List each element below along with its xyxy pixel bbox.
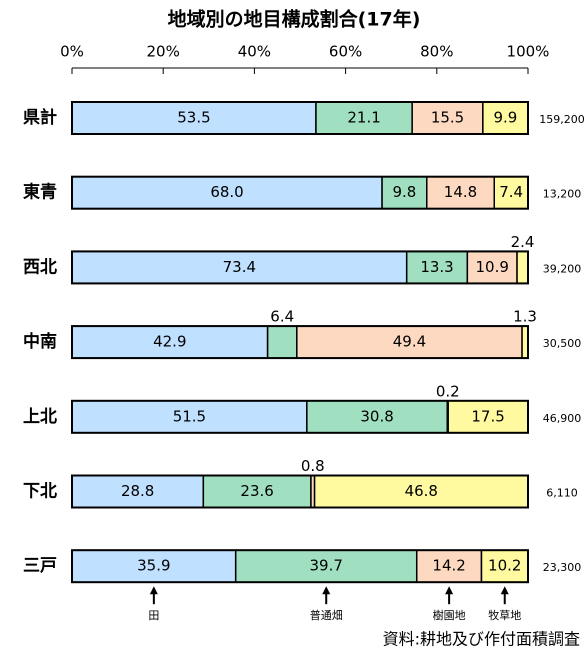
value-label: 6.4: [270, 308, 294, 326]
legend-arrowhead: [149, 586, 158, 595]
bar-outline: [71, 101, 529, 135]
category-label: 中南: [23, 331, 57, 352]
legend-label: 樹園地: [433, 609, 466, 622]
legend-label: 普通畑: [310, 608, 343, 622]
legend-label: 牧草地: [488, 608, 521, 622]
legend-arrowhead: [500, 586, 509, 595]
value-label: 51.5: [173, 407, 206, 425]
bar-outline: [71, 399, 529, 434]
value-label: 17.5: [471, 407, 504, 425]
category-label: 上北: [23, 407, 57, 427]
x-tick-label: 20%: [147, 43, 180, 61]
value-label: 10.9: [476, 258, 509, 276]
value-label: 2.4: [511, 233, 535, 251]
value-label: 10.2: [488, 557, 521, 575]
total-label: 159,200: [539, 113, 585, 126]
source: 資料:耕地及び作付面積調査: [383, 630, 580, 649]
value-label: 49.4: [393, 333, 426, 351]
bar-outline: [71, 250, 529, 285]
legend-label: 田: [148, 609, 159, 622]
legend-arrowhead: [445, 586, 454, 595]
x-tick-label: 60%: [329, 43, 362, 61]
bar-segment: [315, 101, 413, 135]
value-label: 0.2: [436, 382, 460, 400]
bar-segment: [71, 325, 269, 359]
total-label: 30,500: [543, 337, 582, 350]
value-label: 14.2: [432, 557, 465, 575]
x-tick-label: 80%: [420, 43, 453, 61]
bar-outline: [71, 474, 529, 509]
chart-title: 地域別の地目構成割合(17年): [168, 8, 421, 31]
category-label: 下北: [23, 482, 57, 502]
value-label: 53.5: [177, 109, 210, 127]
x-tick-label: 40%: [238, 43, 271, 61]
value-label: 23.6: [240, 482, 273, 500]
value-label: 15.5: [431, 109, 464, 127]
bar-segment: [306, 400, 449, 434]
value-label: 73.4: [223, 258, 256, 276]
value-label: 1.3: [513, 308, 537, 326]
value-label: 0.8: [301, 457, 325, 475]
category-label: 県計: [23, 107, 57, 128]
value-label: 14.8: [444, 183, 477, 201]
value-label: 68.0: [210, 183, 243, 201]
bar-outline: [71, 175, 529, 210]
total-label: 23,300: [543, 561, 582, 574]
bar-segment: [71, 549, 237, 583]
total-label: 6,110: [546, 487, 578, 500]
value-label: 30.8: [360, 407, 393, 425]
bar-segment: [71, 250, 408, 285]
x-tick-label: 0%: [60, 43, 84, 61]
category-label: 東青: [23, 182, 57, 203]
total-label: 46,900: [543, 412, 582, 425]
value-label: 42.9: [153, 333, 186, 351]
category-label: 西北: [23, 257, 57, 277]
value-label: 13.3: [420, 258, 453, 276]
bar-segment: [411, 101, 484, 135]
value-label: 9.8: [392, 183, 416, 201]
category-label: 三戸: [23, 556, 57, 576]
total-label: 39,200: [543, 262, 582, 275]
value-label: 28.8: [121, 482, 154, 500]
bar-segment: [266, 325, 298, 359]
value-label: 35.9: [137, 557, 170, 575]
value-label: 21.1: [347, 109, 380, 127]
value-label: 46.8: [405, 482, 438, 500]
bar-outline: [71, 549, 529, 584]
legend-arrowhead: [322, 586, 331, 595]
x-tick-label: 100%: [507, 43, 550, 61]
bar-outline: [71, 325, 529, 360]
value-label: 9.9: [493, 109, 517, 127]
bar-segment: [516, 250, 529, 285]
value-label: 39.7: [310, 557, 343, 575]
value-label: 7.4: [499, 183, 523, 201]
bar-segment: [296, 325, 523, 359]
total-label: 13,200: [543, 188, 582, 201]
